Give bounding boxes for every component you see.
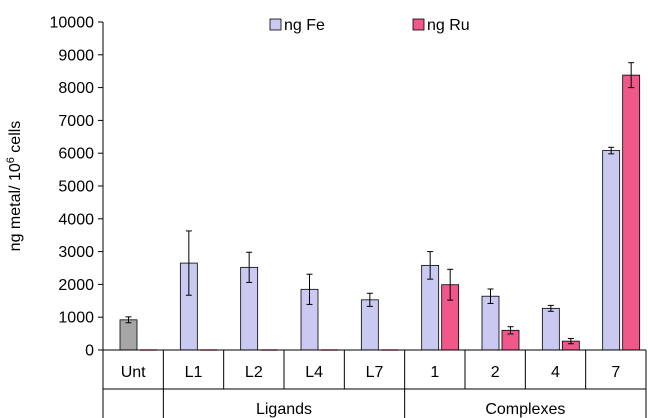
bar-fe: [360, 299, 379, 351]
legend-swatch-ru: [412, 18, 425, 31]
y-axis-title: ng metal/ 106 cells: [5, 121, 24, 252]
legend-swatch-fe: [269, 18, 282, 31]
y-tick-label: 2000: [58, 277, 94, 294]
x-tick-label: 1: [430, 364, 439, 381]
y-tick-label: 6000: [58, 146, 94, 163]
y-tick-label: 10000: [50, 15, 95, 32]
legend-label-fe: ng Fe: [284, 17, 325, 34]
bar-ru: [622, 74, 641, 351]
x-tick-label: L4: [305, 364, 323, 381]
x-tick-label: L7: [366, 364, 384, 381]
y-tick-label: 1000: [58, 310, 94, 327]
y-tick-label: 5000: [58, 179, 94, 196]
x-tick-label: 2: [491, 364, 500, 381]
bars: [119, 62, 641, 351]
x-tick-label: 7: [611, 364, 620, 381]
y-tick-label: 3000: [58, 244, 94, 261]
x-tick-label: Unt: [121, 364, 146, 381]
x-axis: Unt L1 L2 L4 L7 1 2 4 7 Ligands Complexes: [102, 349, 647, 418]
bar-fe: [602, 150, 621, 351]
x-tick-label: 4: [551, 364, 560, 381]
legend-label-ru: ng Ru: [427, 17, 470, 34]
x-tick-label: L1: [185, 364, 203, 381]
x-tick-label: L2: [245, 364, 263, 381]
y-tick-label: 9000: [58, 47, 94, 64]
y-tick-label: 8000: [58, 80, 94, 97]
y-axis: 0 1000 2000 3000 4000 5000 6000 7000 8000 9000 100…: [50, 15, 104, 360]
bar-fe: [541, 307, 560, 351]
bar-fe: [119, 319, 138, 351]
y-tick-label: 4000: [58, 211, 94, 228]
x-group-label: Ligands: [256, 401, 312, 418]
y-tick-label: 7000: [58, 113, 94, 130]
legend: ng Fe ng Ru: [269, 17, 470, 34]
y-tick-label: 0: [85, 343, 94, 360]
bar-fe: [481, 295, 500, 351]
x-group-label: Complexes: [485, 401, 565, 418]
